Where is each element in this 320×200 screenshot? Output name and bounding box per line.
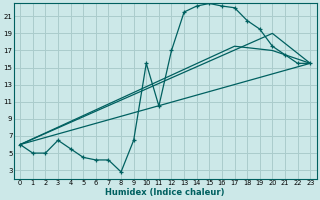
X-axis label: Humidex (Indice chaleur): Humidex (Indice chaleur) xyxy=(106,188,225,197)
